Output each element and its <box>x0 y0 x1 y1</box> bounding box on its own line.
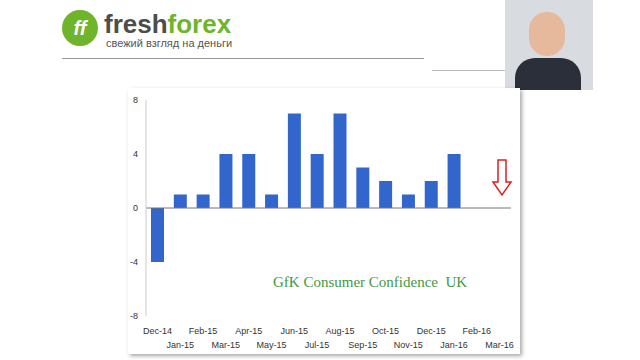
html-text:fresh forex: fresh forex <box>104 9 232 39</box>
svg-text:Mar-16: Mar-16 <box>485 340 514 350</box>
svg-text:Jul-15: Jul-15 <box>305 340 330 350</box>
html-text:свежий взгляд на деньги: свежий взгляд на деньги <box>106 37 233 49</box>
svg-text:-4: -4 <box>130 257 138 267</box>
svg-text:Mar-15: Mar-15 <box>212 340 241 350</box>
svg-text:8: 8 <box>133 95 138 105</box>
html-text:ff: ff <box>73 17 87 39</box>
svg-text:Sep-15: Sep-15 <box>348 340 377 350</box>
svg-text:Jan-16: Jan-16 <box>440 340 468 350</box>
html-text:GfK Consumer Confidence UK: GfK Consumer Confidence UK <box>273 274 468 290</box>
svg-text:Apr-15: Apr-15 <box>235 326 262 336</box>
svg-text:4: 4 <box>133 149 138 159</box>
svg-text:Jun-15: Jun-15 <box>281 326 309 336</box>
svg-text:Feb-15: Feb-15 <box>189 326 218 336</box>
svg-text:0: 0 <box>133 203 138 213</box>
svg-text:May-15: May-15 <box>256 340 286 350</box>
svg-text:Aug-15: Aug-15 <box>325 326 354 336</box>
svg-text:Dec-15: Dec-15 <box>417 326 446 336</box>
svg-text:-8: -8 <box>130 311 138 321</box>
svg-text:Oct-15: Oct-15 <box>372 326 399 336</box>
svg-text:Feb-16: Feb-16 <box>463 326 492 336</box>
svg-text:Jan-15: Jan-15 <box>166 340 194 350</box>
svg-text:Dec-14: Dec-14 <box>143 326 172 336</box>
svg-text:Nov-15: Nov-15 <box>394 340 423 350</box>
